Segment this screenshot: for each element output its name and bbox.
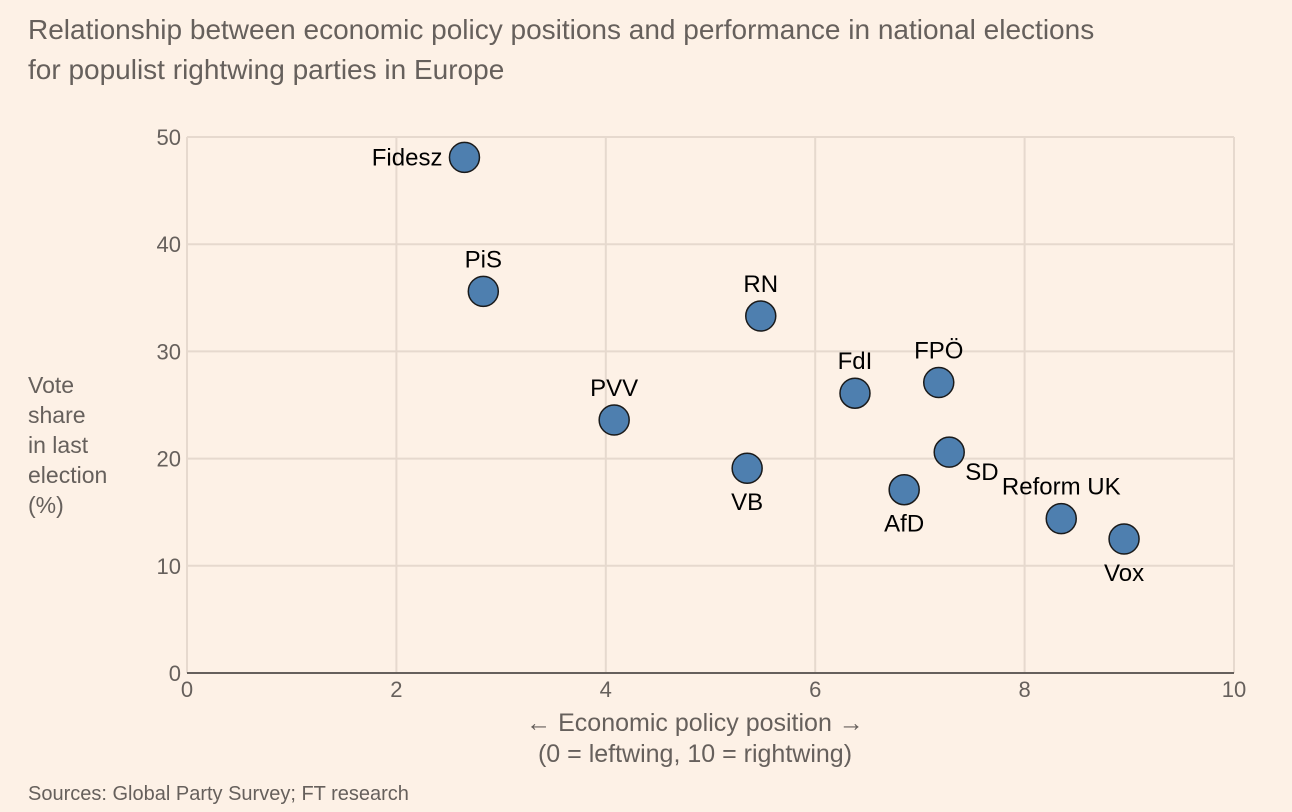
point-label: PiS (465, 246, 502, 273)
point-label: RN (743, 271, 778, 298)
y-axis-label-line: share (28, 402, 86, 428)
y-tick-label: 20 (157, 447, 181, 472)
point-label: VB (731, 489, 763, 516)
y-axis-label-line: (%) (28, 492, 64, 518)
y-tick-label: 10 (157, 554, 181, 579)
data-point (1108, 523, 1140, 555)
data-point (467, 275, 500, 308)
x-tick-label: 4 (600, 677, 612, 702)
y-tick-label: 50 (157, 125, 181, 150)
data-point (598, 404, 630, 436)
chart-title: Relationship between economic policy pos… (28, 10, 1268, 90)
x-tick-label: 6 (809, 677, 821, 702)
x-tick-label: 0 (181, 677, 193, 702)
x-axis-label-line-2: (0 = leftwing, 10 = rightwing) (537, 740, 853, 768)
point-label: Fidesz (372, 144, 443, 171)
point-label: AfD (884, 511, 924, 538)
point-label: PVV (590, 375, 638, 402)
point-label: Reform UK (1002, 474, 1121, 501)
y-axis-label-line: Vote (28, 372, 75, 398)
y-axis-label: Vote share in last election (%) (28, 370, 148, 520)
x-tick-label: 2 (390, 677, 402, 702)
gridlines (186, 136, 1235, 673)
data-point (933, 436, 965, 468)
point-label: Vox (1104, 560, 1144, 587)
y-tick-label: 0 (169, 661, 181, 686)
x-axis-label-line-1: ← Economic policy position → (526, 709, 864, 737)
x-tick-label: 10 (1222, 677, 1246, 702)
data-point (1045, 502, 1077, 535)
y-axis-label-line: in last (28, 432, 89, 458)
data-point (888, 473, 920, 506)
x-axis-label: ← Economic policy position → (0 = leftwi… (395, 708, 995, 770)
data-point (839, 377, 871, 409)
x-tick-label: 8 (1018, 677, 1030, 702)
title-line-1: Relationship between economic policy pos… (28, 14, 1095, 45)
y-tick-label: 30 (157, 339, 181, 364)
title-line-2: for populist rightwing parties in Europe (28, 54, 505, 85)
source-note: Sources: Global Party Survey; FT researc… (28, 783, 409, 805)
data-point (745, 300, 777, 332)
data-point (448, 141, 481, 174)
data-point (731, 452, 763, 484)
data-point (922, 366, 955, 399)
y-tick-label: 40 (157, 232, 181, 257)
point-label: SD (965, 459, 998, 486)
y-axis-label-line: election (28, 462, 108, 488)
point-label: FPÖ (914, 337, 963, 364)
point-label: FdI (838, 348, 873, 375)
axes: 0 10 20 30 40 50 0 2 4 6 8 10 (157, 125, 1247, 702)
